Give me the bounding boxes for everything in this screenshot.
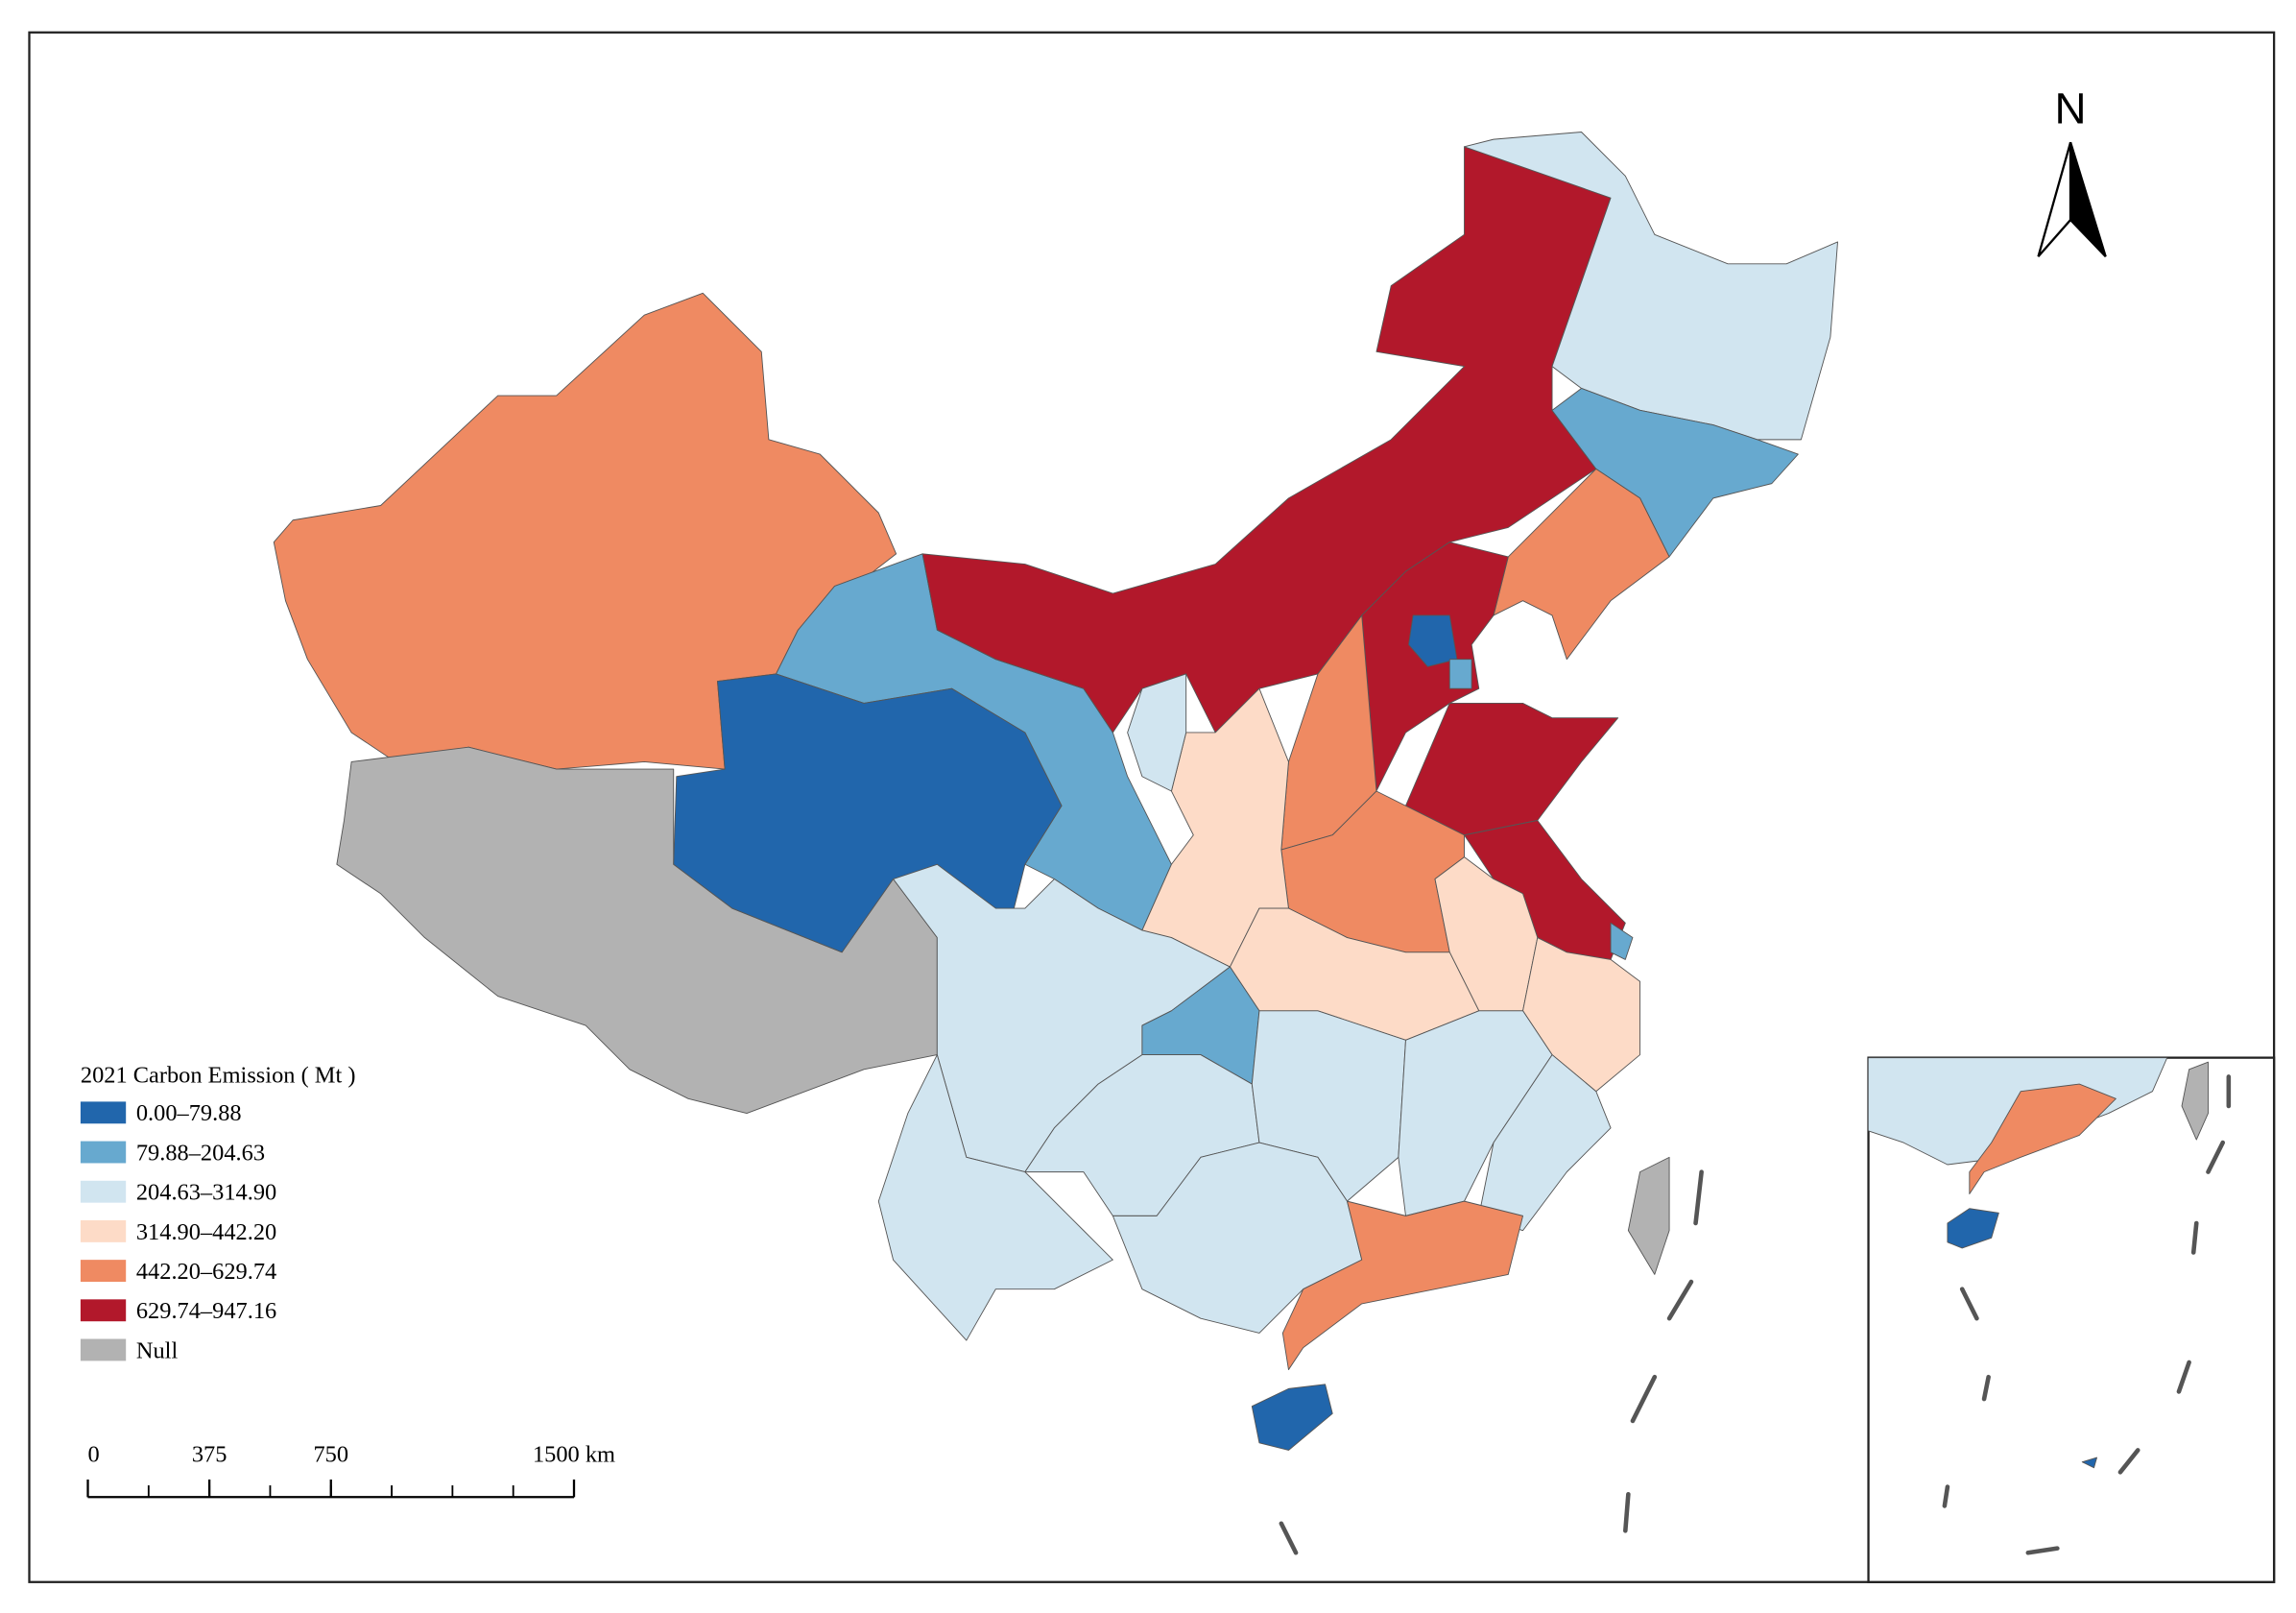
region	[1251, 1384, 1333, 1451]
north-arrow-right	[2069, 141, 2107, 257]
legend-swatch	[80, 1141, 127, 1164]
inset	[1867, 1056, 2276, 1583]
legend-swatch	[80, 1260, 127, 1283]
region	[1408, 614, 1458, 667]
legend-swatch	[80, 1180, 127, 1203]
region	[1478, 1054, 1612, 1232]
north-label: N	[2055, 84, 2087, 132]
dash	[1942, 1074, 2232, 1555]
region	[1627, 1156, 1670, 1275]
region	[1464, 132, 1838, 441]
legend-label: 79.88–204.63	[136, 1140, 265, 1166]
region	[1127, 673, 1187, 792]
region	[877, 1054, 1113, 1341]
legend-label: 629.74–947.16	[136, 1298, 276, 1324]
legend-swatch	[80, 1338, 127, 1361]
region	[1969, 1083, 2117, 1194]
legend-label: 204.63–314.90	[136, 1180, 276, 1206]
region	[1947, 1208, 1999, 1249]
scale-bar-label: 375	[192, 1442, 227, 1468]
provinces	[273, 132, 1838, 1451]
region	[1281, 1200, 1523, 1371]
legend-swatch	[80, 1299, 127, 1322]
legend-swatch	[80, 1101, 127, 1124]
dash	[1279, 1169, 1704, 1555]
boundary-dashes	[1279, 1169, 1704, 1555]
north-arrow: N	[2037, 84, 2107, 257]
scale-bar-label: 1500 km	[533, 1442, 615, 1468]
region	[1610, 922, 1634, 960]
legend-title: 2021 Carbon Emission ( Mt )	[81, 1063, 356, 1089]
scale-bar-label: 750	[313, 1442, 348, 1468]
legend-label: 0.00–79.88	[136, 1100, 242, 1126]
region	[336, 746, 938, 1115]
legend: 0.00–79.88 79.88–204.63 204.63–314.90 314.9…	[80, 1100, 276, 1363]
legend-label: 442.20–629.74	[136, 1259, 276, 1285]
region	[2181, 1061, 2209, 1141]
region	[1448, 659, 1472, 689]
legend-label: Null	[136, 1337, 179, 1363]
scale-bar-label: 0	[88, 1442, 100, 1468]
legend-swatch	[80, 1219, 127, 1242]
scale-bar: 0 375 750 1500 km	[86, 1442, 615, 1499]
region	[2081, 1457, 2097, 1469]
legend-label: 314.90–442.20	[136, 1219, 276, 1245]
